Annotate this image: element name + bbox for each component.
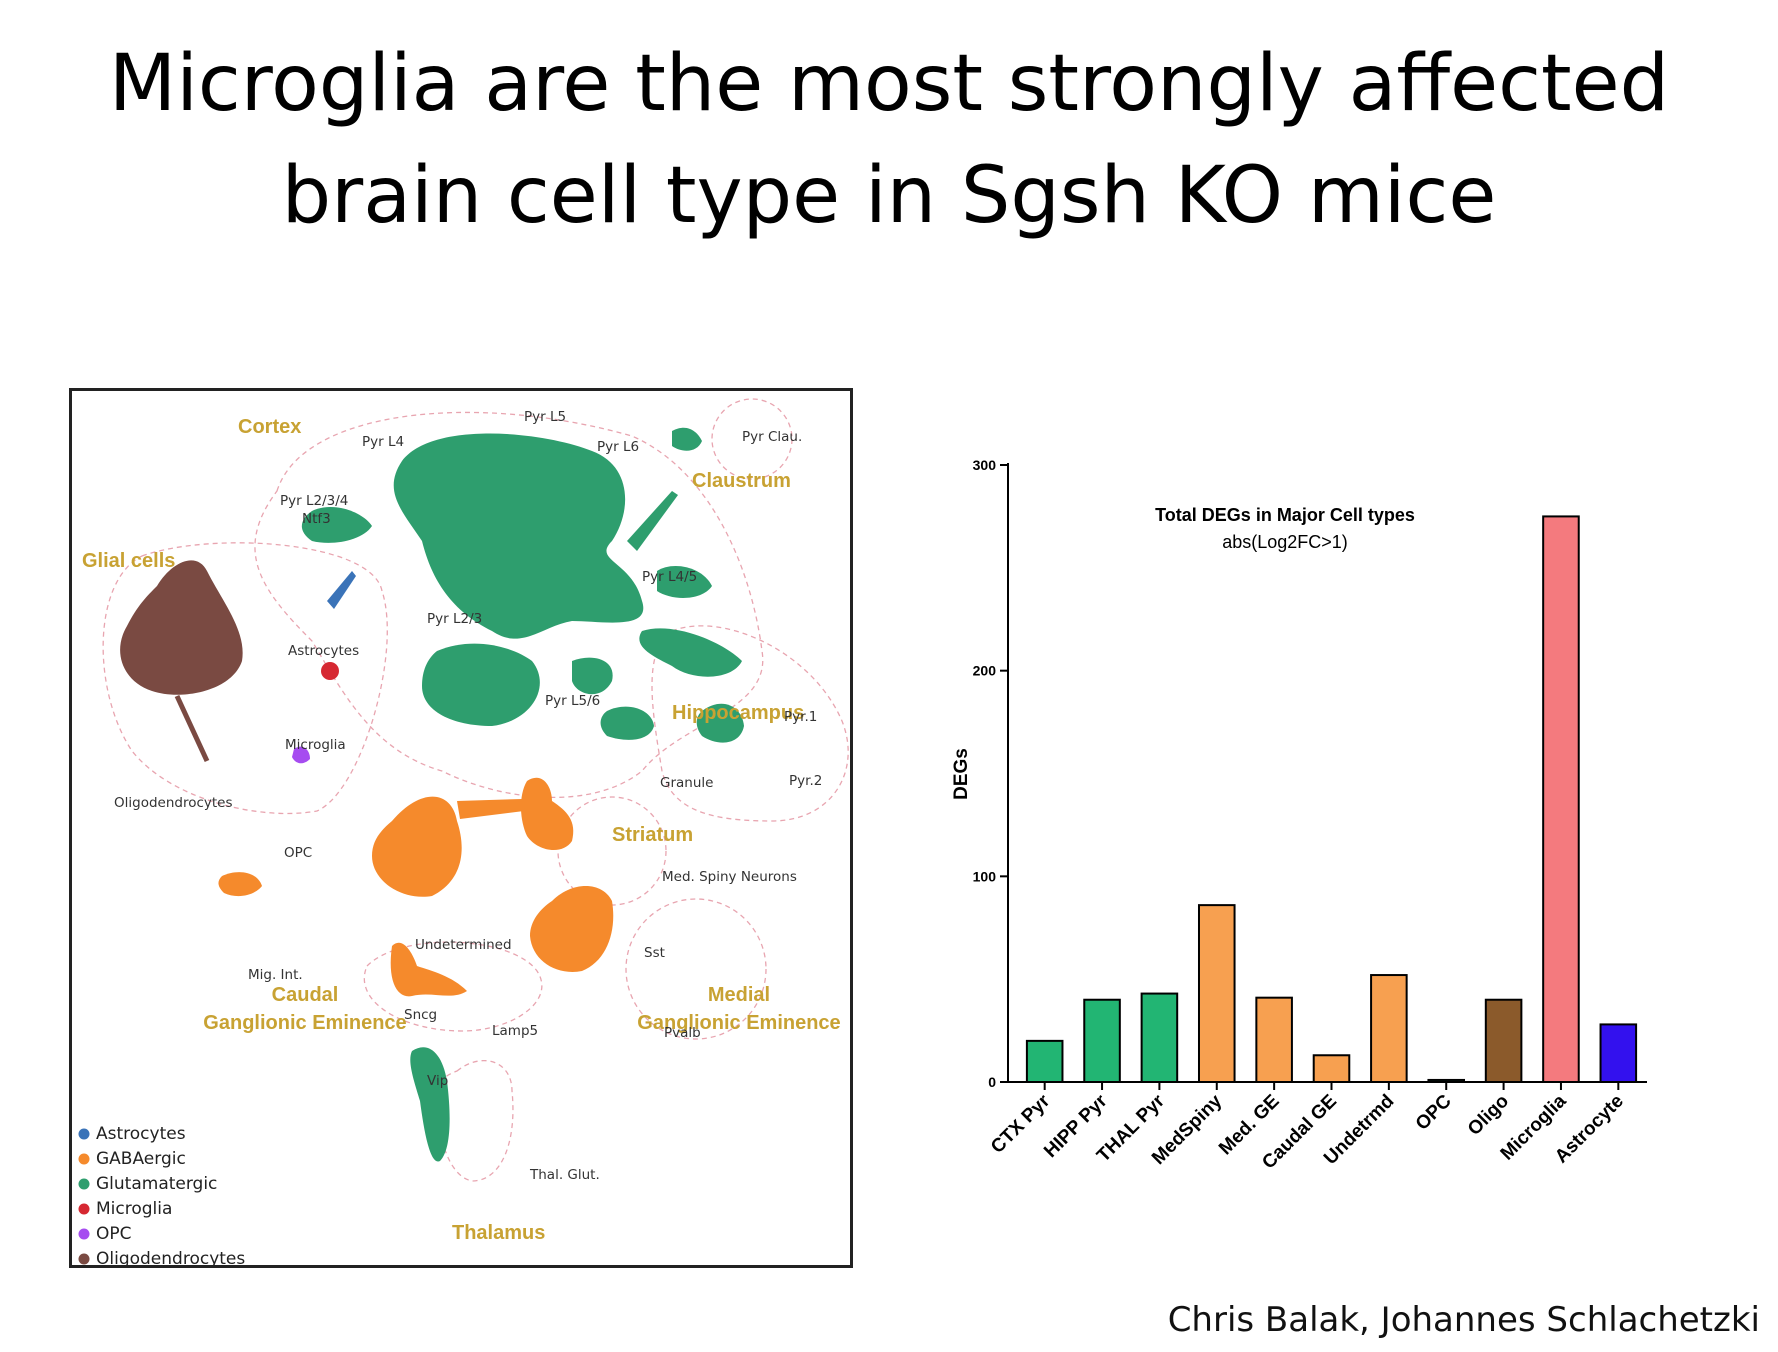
label-mig-int: Mig. Int. bbox=[248, 967, 303, 983]
cluster-mig-int bbox=[218, 872, 262, 897]
cluster-streak bbox=[627, 491, 678, 551]
region-medial-ge-1: Medial bbox=[708, 984, 770, 1006]
cluster-clau bbox=[672, 427, 702, 451]
bar bbox=[1370, 974, 1408, 1084]
cluster-l56b bbox=[572, 657, 613, 695]
region-caudal-ge-1: Caudal bbox=[272, 984, 339, 1006]
cluster-cortex bbox=[393, 433, 644, 639]
chart-subtitle: abs(Log2FC>1) bbox=[1222, 532, 1348, 552]
label-pyr1: Pyr.1 bbox=[784, 709, 817, 725]
cluster-bridge bbox=[457, 799, 524, 819]
label-pyr-l6: Pyr L6 bbox=[597, 439, 639, 455]
cluster-lamp5-vip bbox=[390, 942, 467, 997]
bar bbox=[1140, 992, 1179, 1084]
bar bbox=[1083, 998, 1121, 1084]
cluster-l45 bbox=[657, 566, 712, 598]
label-microglia: Microglia bbox=[285, 737, 346, 753]
clusters bbox=[120, 427, 744, 1162]
region-cortex: Cortex bbox=[238, 416, 301, 438]
chart-title: Total DEGs in Major Cell types bbox=[1155, 505, 1415, 525]
umap-plot: Cortex Claustrum Glial cells Hippocampus… bbox=[78, 398, 849, 1265]
cluster-pyr1 bbox=[639, 628, 742, 677]
credit-text: Chris Balak, Johannes Schlachetzki bbox=[1167, 1300, 1760, 1340]
cluster-astrocytes bbox=[327, 571, 356, 609]
label-oligodendrocytes: Oligodendrocytes bbox=[114, 795, 233, 811]
legend-swatch bbox=[78, 1128, 90, 1140]
label-pyr-l45: Pyr L4/5 bbox=[642, 569, 697, 585]
legend-label: Glutamatergic bbox=[96, 1174, 217, 1194]
cluster-sst-pvalb bbox=[530, 886, 614, 972]
region-striatum: Striatum bbox=[612, 824, 693, 846]
cluster-oligodendrocytes bbox=[120, 560, 243, 695]
y-tick-label: 100 bbox=[973, 868, 997, 884]
cluster-undetermined bbox=[372, 796, 462, 897]
region-claustrum: Claustrum bbox=[692, 470, 791, 492]
slide-title: Microglia are the most strongly affected… bbox=[0, 28, 1778, 252]
y-tick-label: 300 bbox=[973, 457, 997, 473]
label-undetermined: Undetermined bbox=[415, 937, 512, 953]
legend-swatch bbox=[78, 1203, 90, 1215]
legend-label: Astrocytes bbox=[96, 1124, 186, 1144]
label-pyr-clau: Pyr Clau. bbox=[742, 429, 802, 445]
cluster-opc bbox=[292, 746, 310, 764]
label-pvalb: Pvalb bbox=[664, 1025, 701, 1041]
label-thal-glut: Thal. Glut. bbox=[529, 1167, 600, 1183]
region-medial-ge-2: Ganglionic Eminence bbox=[637, 1012, 840, 1034]
label-pyr-l56: Pyr L5/6 bbox=[545, 693, 600, 709]
label-opc: OPC bbox=[284, 845, 312, 861]
legend-label: OPC bbox=[96, 1224, 132, 1244]
bar bbox=[1197, 904, 1236, 1084]
cluster-msn bbox=[520, 777, 574, 851]
y-axis-label: DEGs bbox=[951, 748, 972, 800]
region-hippocampus: Hippocampus bbox=[672, 702, 804, 724]
bar bbox=[1255, 996, 1293, 1084]
bar bbox=[1484, 998, 1523, 1084]
x-tick-label: Oligo bbox=[1464, 1091, 1513, 1140]
cluster-thalamus bbox=[410, 1047, 450, 1162]
label-sncg: Sncg bbox=[404, 1007, 437, 1023]
title-line-1: Microglia are the most strongly affected bbox=[108, 39, 1670, 129]
umap-legend: Astrocytes GABAergic Glutamatergic Microgli… bbox=[78, 1124, 245, 1265]
label-pyr-l5: Pyr L5 bbox=[524, 409, 566, 425]
x-tick-label: OPC bbox=[1412, 1090, 1456, 1134]
title-line-2: brain cell type in Sgsh KO mice bbox=[281, 151, 1497, 241]
deg-bar-chart: Total DEGs in Major Cell types abs(Log2F… bbox=[951, 457, 1647, 1173]
region-glial: Glial cells bbox=[82, 550, 175, 572]
y-tick-label: 200 bbox=[973, 663, 997, 679]
region-caudal-ge-2: Ganglionic Eminence bbox=[203, 1012, 406, 1034]
label-msn: Med. Spiny Neurons bbox=[662, 869, 797, 885]
region-thalamus: Thalamus bbox=[452, 1222, 545, 1244]
label-ntf3: Ntf3 bbox=[302, 511, 331, 527]
umap-panel: Cortex Claustrum Glial cells Hippocampus… bbox=[69, 388, 853, 1268]
label-sst: Sst bbox=[644, 945, 665, 961]
legend-label: Microglia bbox=[96, 1199, 172, 1219]
label-lamp5: Lamp5 bbox=[492, 1023, 538, 1039]
label-pyr-l23: Pyr L2/3 bbox=[427, 611, 482, 627]
label-pyr-l4: Pyr L4 bbox=[362, 434, 404, 450]
cluster-ntf3 bbox=[301, 506, 372, 543]
bar bbox=[1312, 1054, 1351, 1083]
bar bbox=[1599, 1023, 1638, 1083]
cluster-microglia bbox=[321, 662, 339, 680]
bar bbox=[1427, 1078, 1466, 1084]
legend-swatch bbox=[78, 1228, 90, 1240]
bar bbox=[1542, 515, 1580, 1083]
cluster-granule bbox=[600, 706, 654, 740]
label-vip: Vip bbox=[427, 1073, 448, 1089]
cluster-oligo-tail bbox=[174, 694, 210, 763]
legend-swatch bbox=[78, 1153, 90, 1165]
label-pyr-l234: Pyr L2/3/4 bbox=[280, 493, 348, 509]
label-granule: Granule bbox=[660, 775, 713, 791]
legend-swatch bbox=[78, 1178, 90, 1190]
legend-label: GABAergic bbox=[96, 1149, 186, 1169]
legend-label: Oligodendrocytes bbox=[96, 1249, 245, 1265]
bar bbox=[1025, 1039, 1064, 1083]
legend-swatch bbox=[78, 1253, 90, 1265]
label-pyr2: Pyr.2 bbox=[789, 773, 822, 789]
y-tick-label: 0 bbox=[988, 1074, 996, 1090]
label-astrocytes: Astrocytes bbox=[288, 643, 359, 659]
cluster-pyr2 bbox=[696, 703, 744, 743]
cluster-l56 bbox=[422, 643, 540, 726]
